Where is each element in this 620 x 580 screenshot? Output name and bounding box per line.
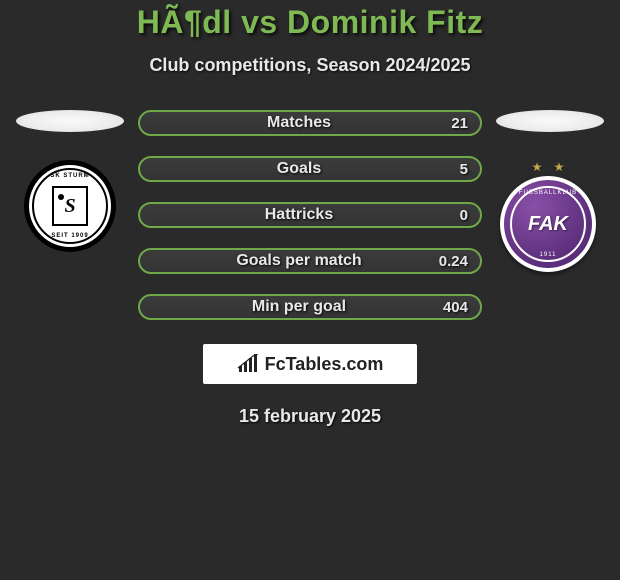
stat-value: 0 [434, 207, 468, 224]
stat-row: Matches 21 [138, 110, 482, 136]
right-club-wrap: ★ ★ FUSSBALLKLUB FAK 1911 [500, 160, 600, 272]
stat-row: Hattricks 0 [138, 202, 482, 228]
badge-arc-bottom: 1911 [540, 252, 557, 258]
stat-label: Goals [140, 160, 434, 178]
left-placeholder-ellipse [16, 110, 124, 132]
stat-label: Hattricks [140, 206, 434, 224]
subtitle: Club competitions, Season 2024/2025 [0, 55, 620, 76]
badge-arc-bottom: SEIT 1909 [51, 233, 88, 239]
stat-row: Goals 5 [138, 156, 482, 182]
fctables-link[interactable]: FcTables.com [203, 344, 417, 384]
left-side: SK STURM S SEIT 1909 [10, 110, 130, 252]
bar-chart-icon [237, 354, 259, 374]
badge-shield: S [52, 186, 88, 226]
right-side: ★ ★ FUSSBALLKLUB FAK 1911 [490, 110, 610, 272]
stat-value: 5 [434, 161, 468, 178]
badge-monogram: S [54, 188, 86, 224]
stat-label: Matches [140, 114, 434, 132]
footer: FcTables.com 15 february 2025 [0, 344, 620, 427]
comparison-widget: HÃ¶dl vs Dominik Fitz Club competitions,… [0, 0, 620, 427]
badge-monogram: FAK [528, 213, 568, 236]
stat-value: 21 [434, 115, 468, 132]
right-placeholder-ellipse [496, 110, 604, 132]
stat-value: 0.24 [434, 253, 468, 270]
stat-value: 404 [434, 299, 468, 316]
page-title: HÃ¶dl vs Dominik Fitz [0, 4, 620, 41]
stat-label: Min per goal [140, 298, 434, 316]
badge-arc-top: FUSSBALLKLUB [519, 190, 577, 196]
right-club-badge[interactable]: FUSSBALLKLUB FAK 1911 [500, 176, 596, 272]
date-label: 15 february 2025 [239, 406, 381, 427]
fctables-label: FcTables.com [265, 354, 384, 375]
left-club-badge[interactable]: SK STURM S SEIT 1909 [24, 160, 116, 252]
stats-bars: Matches 21 Goals 5 Hattricks 0 Goals per… [138, 110, 482, 320]
stat-row: Min per goal 404 [138, 294, 482, 320]
stat-row: Goals per match 0.24 [138, 248, 482, 274]
club-stars: ★ ★ [500, 160, 600, 174]
stat-label: Goals per match [140, 252, 434, 270]
main-row: SK STURM S SEIT 1909 Matches 21 Goals 5 … [0, 110, 620, 320]
badge-arc-top: SK STURM [50, 173, 89, 179]
